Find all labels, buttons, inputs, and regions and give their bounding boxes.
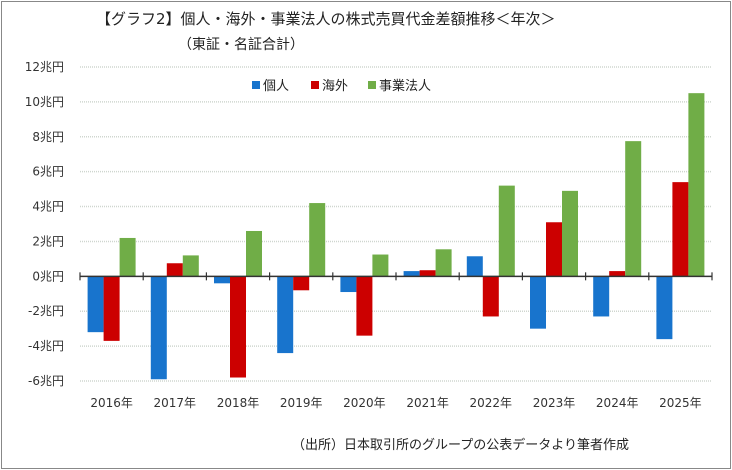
x-tick-label: 2018年 [217,396,260,410]
bar-個人 [214,276,230,284]
bar-個人 [340,276,357,293]
x-tick-label: 2016年 [90,396,133,410]
bar-海外 [293,276,310,291]
bar-事業法人 [625,141,642,277]
bar-事業法人 [309,203,326,277]
legend-label: 事業法人 [379,78,431,94]
bar-海外 [672,182,689,277]
bar-海外 [609,271,626,277]
chart-source: （出所）日本取引所のグループの公表データより筆者作成 [292,438,629,453]
bar-事業法人 [435,249,452,277]
legend-swatch [368,81,376,89]
legend-label: 海外 [322,79,348,94]
bar-個人 [150,276,167,380]
y-tick-label: -2兆円 [28,304,64,318]
bar-事業法人 [372,254,389,277]
bar-海外 [356,276,373,336]
y-tick-label: 0兆円 [32,269,64,283]
bar-個人 [277,276,294,354]
bar-個人 [403,271,420,277]
bar-海外 [546,222,562,277]
y-tick-label: 4兆円 [32,200,64,214]
bar-個人 [87,276,104,333]
bar-海外 [103,276,120,341]
x-tick-label: 2025年 [659,396,702,410]
legend-swatch [252,81,260,89]
bar-個人 [466,256,483,277]
y-tick-label: -4兆円 [28,339,64,353]
bar-海外 [166,263,183,277]
y-tick-label: 12兆円 [25,60,64,74]
bar-海外 [482,276,499,317]
legend-label: 個人 [263,79,289,94]
chart-subtitle: （東証・名証合計） [178,37,304,53]
x-tick-label: 2017年 [154,396,197,410]
x-tick-label: 2019年 [280,396,323,410]
x-tick-label: 2020年 [343,396,386,410]
legend-swatch [311,81,319,89]
bar-事業法人 [182,255,199,277]
bar-事業法人 [562,190,578,277]
bar-海外 [230,276,246,378]
chart-title: 【グラフ2】個人・海外・事業法人の株式売買代金差額推移＜年次＞ [96,10,556,28]
bar-個人 [530,276,546,329]
y-tick-label: 8兆円 [32,130,64,144]
bar-事業法人 [498,185,515,277]
x-tick-label: 2022年 [470,396,513,410]
x-tick-label: 2023年 [533,396,576,410]
bar-海外 [419,270,436,277]
y-tick-label: 6兆円 [32,165,64,179]
bar-個人 [656,276,673,340]
y-tick-label: 10兆円 [25,95,64,109]
y-tick-label: 2兆円 [32,234,64,248]
bar-個人 [593,276,610,317]
bar-事業法人 [119,237,136,277]
bar-事業法人 [688,93,705,277]
bar-事業法人 [246,230,262,277]
x-tick-label: 2024年 [596,396,639,410]
x-tick-label: 2021年 [406,396,449,410]
y-tick-label: -6兆円 [28,374,64,388]
